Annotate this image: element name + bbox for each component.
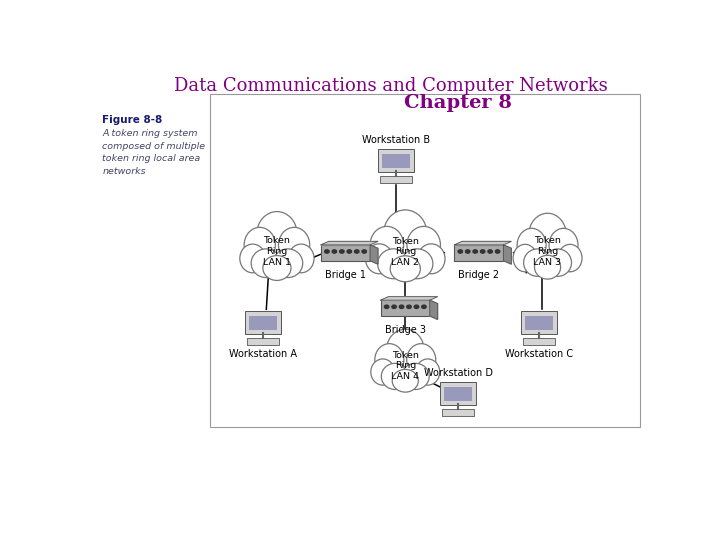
Ellipse shape [517,228,546,262]
FancyBboxPatch shape [321,245,370,261]
FancyBboxPatch shape [381,300,430,316]
Ellipse shape [378,249,410,279]
Ellipse shape [392,369,418,392]
Ellipse shape [244,227,275,263]
FancyBboxPatch shape [379,176,412,183]
Circle shape [466,250,470,253]
Ellipse shape [407,343,436,376]
Text: Data Communications and Computer Networks: Data Communications and Computer Network… [174,77,608,94]
Ellipse shape [401,249,433,279]
Ellipse shape [558,244,582,272]
Ellipse shape [544,249,572,276]
FancyBboxPatch shape [521,312,557,334]
FancyBboxPatch shape [210,94,639,427]
Circle shape [354,250,359,253]
Ellipse shape [513,244,537,272]
Ellipse shape [279,227,310,263]
Polygon shape [370,245,378,264]
FancyBboxPatch shape [444,387,472,401]
Ellipse shape [263,255,291,280]
Polygon shape [503,245,511,264]
FancyBboxPatch shape [247,339,279,345]
Circle shape [480,250,485,253]
Polygon shape [454,241,511,245]
Text: Token
Ring
LAN 4: Token Ring LAN 4 [391,350,419,381]
Ellipse shape [528,213,567,257]
Circle shape [325,250,329,253]
Text: Bridge 3: Bridge 3 [384,325,426,335]
Ellipse shape [251,249,281,278]
Ellipse shape [390,256,420,282]
FancyBboxPatch shape [442,409,474,416]
Circle shape [384,305,389,308]
Ellipse shape [407,226,441,264]
Circle shape [340,250,344,253]
Text: Workstation D: Workstation D [424,368,492,378]
Text: A token ring system
composed of multiple
token ring local area
networks: A token ring system composed of multiple… [102,129,205,176]
Ellipse shape [366,244,393,274]
Circle shape [422,305,426,308]
FancyBboxPatch shape [382,154,410,168]
FancyBboxPatch shape [526,316,553,330]
FancyBboxPatch shape [441,382,476,404]
Ellipse shape [382,363,409,389]
Ellipse shape [402,363,429,389]
Polygon shape [381,296,438,300]
Text: Chapter 8: Chapter 8 [405,94,512,112]
FancyBboxPatch shape [378,149,414,172]
FancyBboxPatch shape [249,316,277,330]
Text: Workstation B: Workstation B [361,135,430,145]
Ellipse shape [415,359,440,385]
Circle shape [458,250,462,253]
Circle shape [400,305,404,308]
FancyBboxPatch shape [523,339,555,345]
Ellipse shape [375,343,404,376]
Ellipse shape [534,255,561,279]
FancyBboxPatch shape [454,245,503,261]
Circle shape [407,305,411,308]
Circle shape [414,305,419,308]
Ellipse shape [256,212,297,258]
Ellipse shape [549,228,578,262]
Polygon shape [430,300,438,320]
Ellipse shape [288,244,314,273]
Polygon shape [321,241,378,245]
Circle shape [392,305,396,308]
Text: Bridge 1: Bridge 1 [325,270,366,280]
Circle shape [362,250,366,253]
Circle shape [332,250,337,253]
Ellipse shape [387,329,424,371]
Circle shape [495,250,500,253]
Ellipse shape [240,244,266,273]
Circle shape [488,250,492,253]
FancyBboxPatch shape [245,312,281,334]
Text: Token
Ring
LAN 2: Token Ring LAN 2 [391,237,419,267]
Ellipse shape [523,249,552,276]
Ellipse shape [371,359,395,385]
Ellipse shape [418,244,445,274]
Circle shape [473,250,477,253]
Ellipse shape [273,249,302,278]
Text: Token
Ring
LAN 1: Token Ring LAN 1 [263,237,291,267]
Ellipse shape [370,226,404,264]
Text: Workstation A: Workstation A [229,349,297,359]
Text: Token
Ring
LAN 3: Token Ring LAN 3 [534,237,562,267]
Ellipse shape [384,210,427,258]
Circle shape [347,250,351,253]
Text: Figure 8-8: Figure 8-8 [102,114,163,125]
Text: Workstation C: Workstation C [505,349,573,359]
Text: Bridge 2: Bridge 2 [459,270,500,280]
